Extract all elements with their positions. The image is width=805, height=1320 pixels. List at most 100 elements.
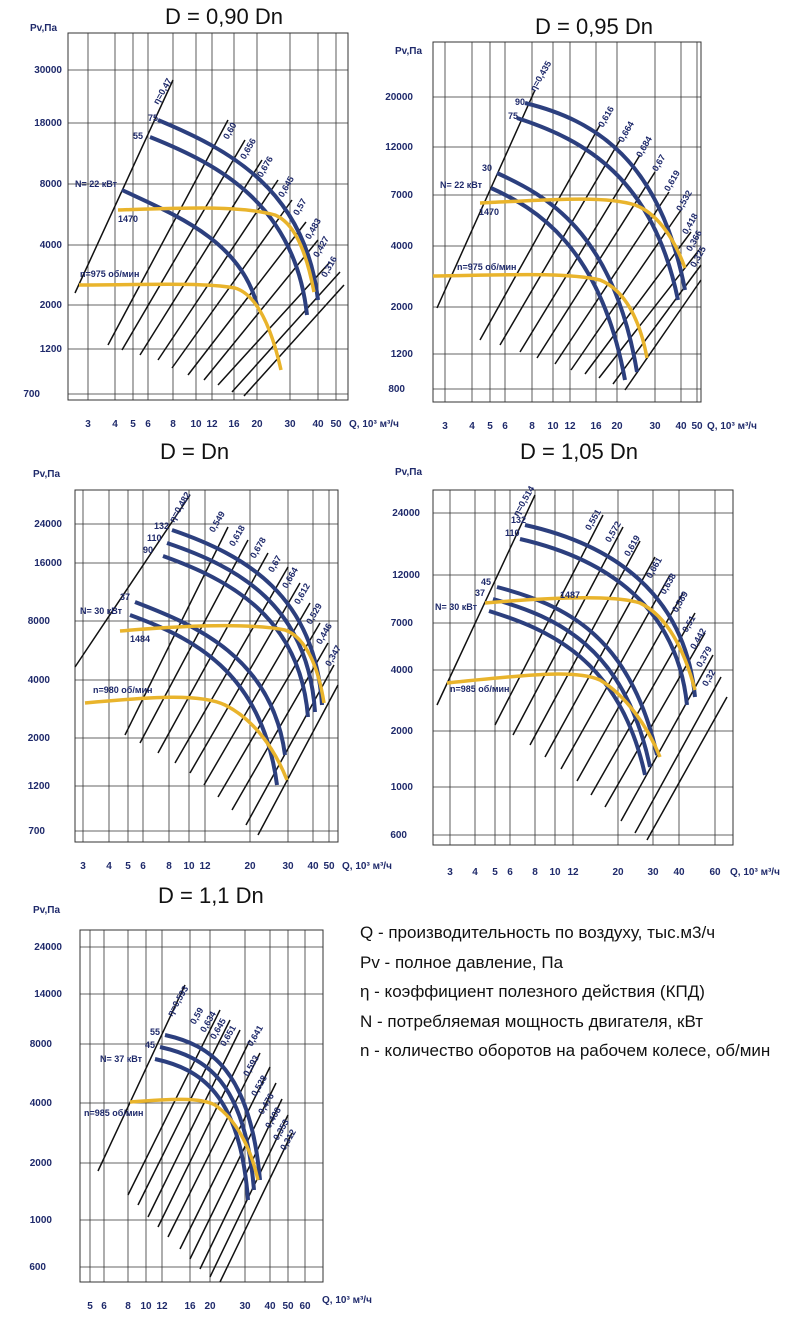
x-tick: 8	[166, 861, 172, 872]
chart-title: D = 0,95 Dn	[535, 14, 653, 39]
x-tick: 50	[282, 1301, 294, 1312]
rpm-label: 1470	[118, 214, 138, 224]
rpm-label: 1487	[560, 590, 580, 600]
eff-label: 0,67	[650, 153, 667, 173]
x-axis-label: Q, 10³ м³/ч	[342, 861, 392, 872]
x-tick: 12	[199, 861, 211, 872]
x-tick: 6	[101, 1301, 107, 1312]
x-tick: 8	[532, 867, 538, 878]
y-tick-labels: 24000 16000 8000 4000 2000 1200 700	[28, 519, 63, 837]
rpm-label: n=985 об/мин	[84, 1108, 143, 1118]
y-tick: 600	[390, 830, 407, 841]
fan-label: 75	[148, 113, 158, 123]
x-tick: 40	[675, 421, 687, 432]
x-tick-labels: 3 4 5 6 8 10 12 16 20 30 40 50	[85, 419, 342, 430]
eff-label: 0,678	[248, 535, 268, 560]
x-axis-label: Q, 10³ м³/ч	[730, 867, 780, 878]
y-tick: 1000	[391, 782, 414, 793]
chart-d090: D = 0,90 Dn Pv,Па 30000 18000 8000 4000 …	[0, 0, 400, 440]
y-tick: 18000	[34, 118, 62, 129]
y-tick: 1200	[28, 781, 51, 792]
x-tick: 8	[529, 421, 535, 432]
x-tick: 30	[647, 867, 659, 878]
x-axis-label: Q, 10³ м³/ч	[322, 1295, 372, 1306]
x-tick: 10	[547, 421, 559, 432]
chart-svg: D = 1,1 Dn Pv,Па 24000 14000 8000 4000 2…	[29, 883, 372, 1312]
x-tick: 5	[487, 421, 493, 432]
y-gridlines	[68, 69, 348, 395]
x-tick: 16	[590, 421, 602, 432]
fan-label: 132	[154, 521, 169, 531]
y-tick-labels: 20000 12000 7000 4000 2000 1200 800	[385, 92, 413, 395]
y-tick: 8000	[30, 1039, 53, 1050]
x-tick: 4	[469, 421, 475, 432]
x-tick: 3	[80, 861, 86, 872]
x-tick: 40	[673, 867, 685, 878]
chart-svg: D = Dn Pv,Па 24000 16000 8000 4000 2000 …	[28, 439, 392, 872]
x-tick: 50	[691, 421, 703, 432]
y-axis-label: Pv,Па	[33, 469, 60, 480]
y-tick: 4000	[30, 1098, 53, 1109]
power-label: N= 30 кВт	[80, 606, 123, 616]
eff-label: 0,593	[241, 1053, 261, 1078]
power-curves	[78, 206, 316, 371]
x-tick: 4	[106, 861, 112, 872]
x-tick-labels: 3 4 5 6 8 10 12 20 30 40 50	[80, 861, 335, 872]
fan-label: 45	[481, 577, 491, 587]
x-tick: 40	[312, 419, 324, 430]
chart-title: D = 1,05 Dn	[520, 439, 638, 464]
fan-label: 90	[143, 545, 153, 555]
rpm-label: n=975 об/мин	[80, 269, 139, 279]
y-tick: 4000	[28, 675, 51, 686]
eff-label: 0,664	[280, 565, 300, 590]
fan-label: 37	[120, 592, 130, 602]
legend-item-pv: Pv - полное давление, Па	[360, 952, 564, 972]
x-tick: 5	[492, 867, 498, 878]
x-tick: 4	[472, 867, 478, 878]
fan-label: 90	[515, 97, 525, 107]
eff-label: 0,616	[596, 104, 616, 129]
y-tick: 24000	[34, 519, 62, 530]
y-tick: 2000	[391, 726, 414, 737]
eff-label: 0,664	[616, 119, 636, 144]
eff-label: 0,612	[292, 581, 312, 606]
chart-svg: D = 0,95 Dn Pv,Па 20000 12000 7000 4000 …	[385, 14, 757, 432]
y-tick-labels: 24000 14000 8000 4000 2000 1000 600	[29, 942, 62, 1273]
x-tick: 10	[190, 419, 202, 430]
eff-label: 0,618	[227, 523, 247, 548]
y-tick: 4000	[391, 665, 414, 676]
y-tick: 2000	[391, 302, 414, 313]
y-tick: 1200	[40, 344, 63, 355]
x-tick: 50	[330, 419, 342, 430]
x-tick: 16	[228, 419, 240, 430]
eff-label: 0,446	[314, 621, 334, 646]
x-tick: 10	[140, 1301, 152, 1312]
eff-label: 0,60	[221, 121, 238, 141]
y-gridlines	[75, 523, 338, 832]
y-tick: 4000	[391, 241, 414, 252]
fan-label: 45	[145, 1040, 155, 1050]
fan-label: 37	[475, 588, 485, 598]
efficiency-lines	[436, 494, 728, 841]
legend-item-n-rpm: n - количество оборотов на рабочем колес…	[360, 1041, 771, 1060]
y-tick: 20000	[385, 92, 413, 103]
y-tick: 8000	[28, 616, 51, 627]
x-tick: 6	[140, 861, 146, 872]
chart-d105: D = 1,05 Dn Pv,Па 24000 12000 7000 4000 …	[385, 435, 805, 880]
y-tick: 4000	[40, 240, 63, 251]
y-tick: 24000	[392, 508, 420, 519]
y-tick: 12000	[392, 570, 420, 581]
plot-frame	[67, 32, 349, 401]
x-tick: 6	[502, 421, 508, 432]
x-axis-label: Q, 10³ м³/ч	[707, 421, 757, 432]
y-tick: 12000	[385, 142, 413, 153]
x-tick: 5	[87, 1301, 93, 1312]
legend-item-eta: η - коэффициент полезного действия (КПД)	[360, 982, 705, 1001]
legend-item-q: Q - производительность по воздуху, тыс.м…	[360, 923, 716, 942]
fan-label: 55	[133, 131, 143, 141]
x-tick: 30	[239, 1301, 251, 1312]
y-tick: 2000	[40, 300, 63, 311]
fan-label: 132	[511, 515, 526, 525]
efficiency-lines	[74, 79, 345, 397]
power-label: N= 30 кВт	[435, 602, 478, 612]
